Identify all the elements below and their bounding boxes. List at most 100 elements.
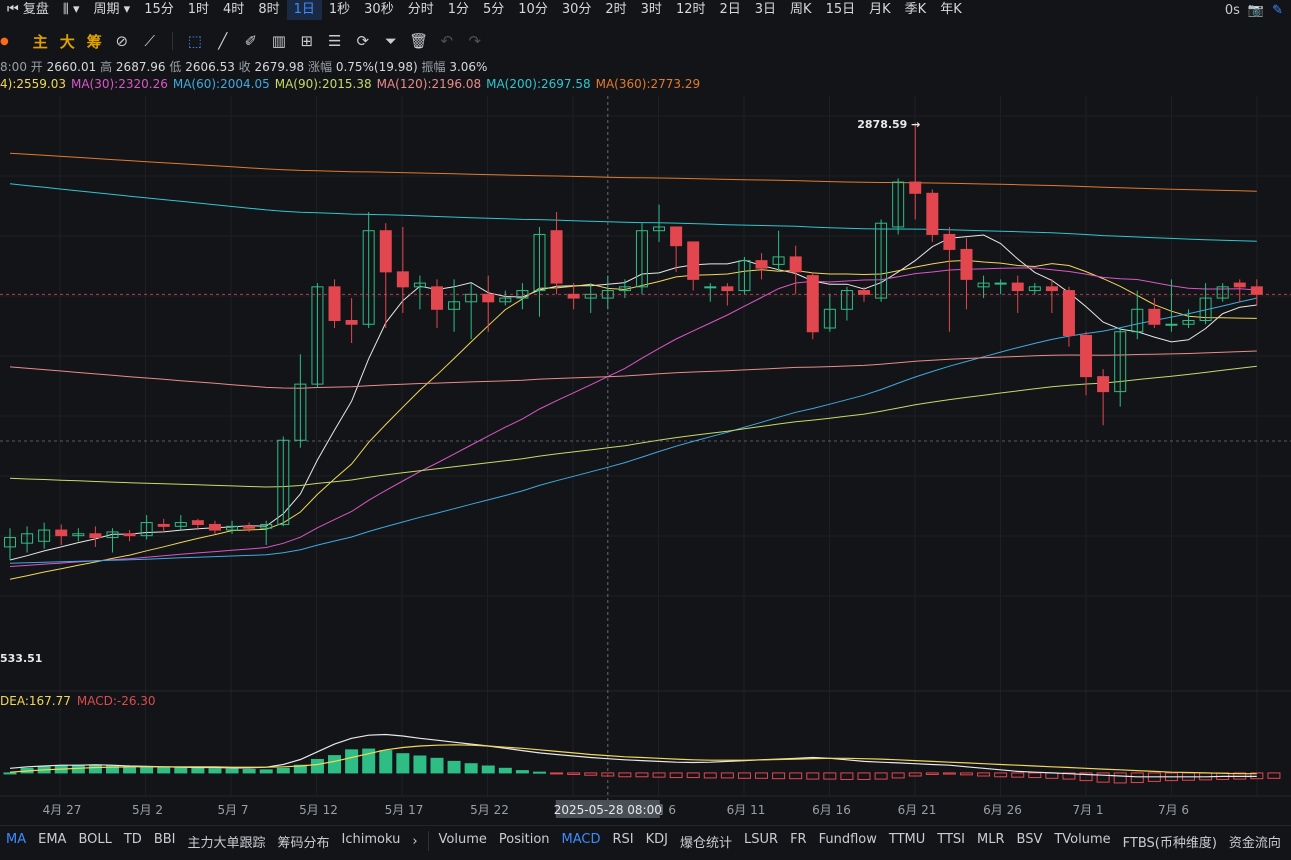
macd-bar	[601, 772, 615, 777]
subchart-tab-10[interactable]: TTSI	[937, 831, 965, 847]
candle-body	[311, 286, 324, 385]
interval-2[interactable]: 4时	[223, 2, 245, 17]
measure-icon[interactable]: ⊞	[300, 32, 314, 50]
macd-bar	[720, 772, 734, 779]
candle-body	[379, 230, 392, 273]
macd-bar	[789, 772, 803, 780]
interval-19[interactable]: 月K	[869, 2, 891, 17]
interval-20[interactable]: 季K	[904, 2, 927, 17]
interval-13[interactable]: 3时	[640, 2, 662, 17]
price-chart[interactable]: 2878.59 → 533.51 4月 27 5月 2 5月 7 5月 12 5月 17 5月…	[0, 96, 1291, 821]
candle-body	[1080, 334, 1093, 378]
candle-body	[208, 523, 221, 531]
interval-7[interactable]: 分时	[407, 2, 434, 17]
macd-bar	[857, 772, 871, 780]
crosshair-label-box	[555, 800, 660, 818]
redo-icon[interactable]: ↷	[468, 32, 482, 50]
interval-15[interactable]: 2日	[719, 2, 741, 17]
replay-button[interactable]: ⏮ 复盘	[7, 2, 49, 17]
candle-body	[1216, 286, 1229, 299]
overlay-tab-4[interactable]: BBI	[153, 831, 176, 847]
subchart-tab-8[interactable]: Fundflow	[818, 831, 877, 847]
close-value: 2679.98	[254, 60, 305, 74]
interval-0[interactable]: 15分	[144, 2, 174, 17]
change-value: 0.75%(19.98)	[335, 60, 418, 74]
interval-3[interactable]: 8时	[258, 2, 280, 17]
subchart-tab-15[interactable]: 资金流向	[1228, 835, 1281, 851]
subchart-tab-5[interactable]: 爆仓统计	[680, 835, 733, 851]
interval-17[interactable]: 周K	[790, 2, 812, 17]
subchart-tab-6[interactable]: LSUR	[744, 831, 779, 847]
overlay-tab-0[interactable]: MA	[6, 831, 27, 847]
overlay-tab-1[interactable]: EMA	[38, 831, 67, 847]
candle-body	[1250, 286, 1263, 295]
macd-bar	[806, 772, 820, 780]
candle-body	[584, 293, 597, 299]
filter-icon[interactable]: ⏷	[384, 32, 397, 50]
candle-body	[191, 520, 204, 525]
interval-21[interactable]: 年K	[940, 2, 962, 17]
overlay-tab-2[interactable]: BOLL	[78, 831, 112, 847]
overlay-tab-5[interactable]: 主力大单跟踪	[187, 835, 266, 851]
interval-11[interactable]: 30分	[561, 2, 592, 17]
subchart-tab-13[interactable]: TVolume	[1054, 831, 1111, 847]
candle-type-button[interactable]: ⫼ ▾	[62, 2, 80, 17]
macd-bar	[1267, 772, 1281, 779]
subchart-tab-7[interactable]: FR	[790, 831, 807, 847]
interval-4[interactable]: 1日	[286, 0, 322, 20]
line-tool-icon[interactable]: ╱	[218, 32, 228, 50]
subchart-tab-11[interactable]: MLR	[977, 831, 1005, 847]
curve-icon[interactable]: ⟳	[356, 32, 370, 50]
period-dropdown[interactable]: 周期 ▾	[93, 2, 131, 17]
ruler-icon[interactable]: ⟋	[144, 32, 156, 50]
macd-bar	[1062, 772, 1076, 780]
subchart-tab-12[interactable]: BSV	[1016, 831, 1043, 847]
interval-10[interactable]: 10分	[518, 2, 548, 17]
interval-6[interactable]: 30秒	[364, 2, 394, 17]
close-label: 收	[238, 60, 251, 74]
overlay-tab-3[interactable]: TD	[123, 831, 142, 847]
subchart-tab-9[interactable]: TTMU	[888, 831, 926, 847]
mode-main[interactable]: 主	[32, 32, 48, 51]
subchart-tab-14[interactable]: FTBS(币种维度)	[1122, 835, 1217, 851]
ohlc-time: 8:00	[0, 60, 27, 74]
x-axis-label-3: 5月 12	[299, 803, 338, 817]
camera-icon[interactable]: 📷	[1247, 2, 1265, 18]
interval-8[interactable]: 1分	[447, 2, 469, 17]
interval-18[interactable]: 15日	[825, 2, 856, 17]
indicator-icon[interactable]: ⊘	[115, 32, 129, 50]
macd-bar	[908, 772, 922, 777]
candle-body	[38, 529, 51, 542]
macd-bar	[703, 772, 717, 779]
tabs-more-icon[interactable]: ›	[412, 833, 418, 849]
interval-5[interactable]: 1秒	[328, 2, 351, 17]
interval-1[interactable]: 1时	[187, 2, 210, 17]
candle-tool-icon[interactable]: ▥	[271, 32, 286, 50]
interval-12[interactable]: 2时	[605, 2, 627, 17]
candle-body	[994, 282, 1007, 285]
overlay-tab-6[interactable]: 筹码分布	[277, 835, 330, 851]
interval-16[interactable]: 3日	[754, 2, 777, 17]
low-value: 2606.53	[185, 60, 235, 74]
candle-body	[1062, 290, 1075, 336]
note-icon[interactable]: ☰	[328, 32, 342, 50]
macd-bar	[396, 753, 410, 774]
cursor-icon[interactable]: ⬚	[187, 32, 202, 50]
candle-body	[345, 320, 358, 325]
trash-icon[interactable]: 🗑	[409, 32, 429, 50]
subchart-tab-1[interactable]: Position	[498, 831, 550, 847]
mode-large[interactable]: 大	[59, 32, 75, 51]
subchart-tab-2[interactable]: MACD	[561, 831, 601, 847]
interval-bar: ⏮ 复盘 ⫼ ▾ 周期 ▾ 15分 1时 4时 8时 1日 1秒 30秒 分时 1分 5分 10分 3…	[0, 0, 1291, 20]
pen-icon[interactable]: ✎	[1272, 2, 1283, 18]
subchart-tab-3[interactable]: RSI	[612, 831, 634, 847]
brush-icon[interactable]: ✐	[244, 32, 258, 50]
interval-14[interactable]: 12时	[675, 2, 706, 17]
subchart-tab-4[interactable]: KDJ	[645, 831, 668, 847]
subchart-tab-0[interactable]: Volume	[438, 831, 487, 847]
overlay-tab-7[interactable]: Ichimoku	[341, 831, 401, 847]
interval-9[interactable]: 5分	[483, 2, 505, 17]
undo-icon[interactable]: ↶	[440, 32, 454, 50]
mode-chips[interactable]: 筹	[86, 32, 102, 51]
x-axis-label-5: 5月 22	[470, 803, 509, 817]
